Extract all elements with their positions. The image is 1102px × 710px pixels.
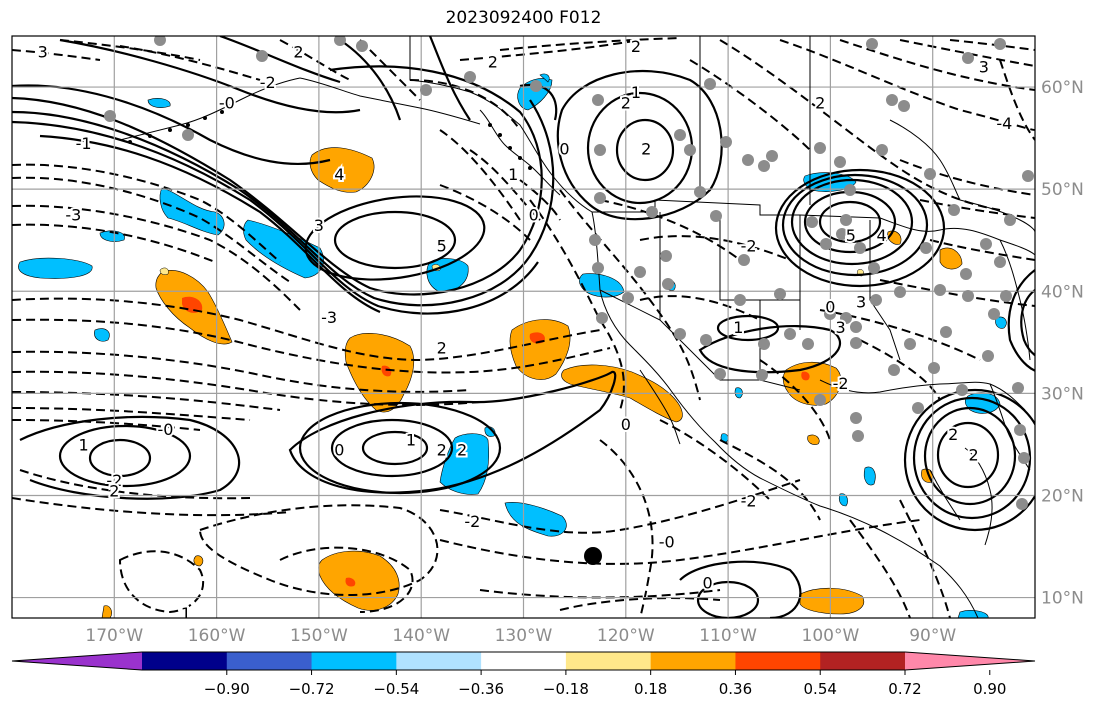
latitude-label: 20°N	[1041, 486, 1084, 506]
contour-label: -2	[833, 374, 849, 393]
colorbar-tick-label: 0.18	[634, 680, 667, 698]
colorbar-tick-label: 0.54	[804, 680, 837, 698]
contour-label: -0	[659, 532, 675, 551]
map-frame	[11, 35, 1036, 619]
contour-label: -2	[741, 492, 757, 511]
colorbar-tick-label: −0.36	[458, 680, 504, 698]
contour-label: -4	[996, 114, 1012, 133]
map-title: 2023092400 F012	[445, 8, 602, 28]
contour-label: 2	[948, 425, 958, 444]
contour-label: -2	[464, 512, 480, 531]
longitude-label: 130°W	[495, 626, 553, 646]
longitude-label: 100°W	[802, 626, 860, 646]
colorbar-segment	[311, 652, 397, 670]
aleutian-islands	[128, 110, 532, 170]
colorbar-segment	[650, 652, 736, 670]
latitude-label: 10°N	[1041, 589, 1084, 609]
longitude-label: 160°W	[188, 626, 246, 646]
contour-label: 1	[703, 614, 713, 633]
colorbar-segment	[481, 652, 567, 670]
contour-label: -2	[741, 236, 757, 255]
contour-label: 3	[979, 58, 989, 77]
contour-label: -2	[260, 73, 276, 92]
colorbar-segment	[396, 652, 482, 670]
contour-label: 2	[457, 441, 467, 460]
colorbar-tick-label: −0.54	[373, 680, 419, 698]
colorbar-tick-label: 0.90	[973, 680, 1006, 698]
contour-label: 0	[559, 139, 569, 158]
station-dots	[104, 36, 1034, 510]
colorbar-tick-label: 0.72	[888, 680, 921, 698]
contour-label: -3	[321, 308, 337, 327]
gridlines	[12, 36, 1035, 618]
colorbar-segment	[565, 652, 652, 670]
colorbar-tick-labels: −0.90 −0.72 −0.54 −0.36 −0.18 0.18 0.36 0.54 0.7…	[204, 670, 1006, 698]
contour-label: 2	[621, 93, 631, 112]
contour-label: 5	[437, 236, 447, 255]
contour-label: 0	[825, 298, 835, 317]
longitude-label: 170°W	[85, 626, 143, 646]
colorbar-tick-label: −0.72	[289, 680, 335, 698]
contour-label: 2	[969, 446, 979, 465]
contour-label: 3	[38, 42, 48, 61]
contour-label: 1	[181, 604, 191, 623]
contour-label: 2	[488, 53, 498, 72]
longitude-label: 120°W	[597, 626, 655, 646]
latitude-label: 40°N	[1041, 282, 1084, 302]
colorbar-extension-high	[905, 652, 1035, 670]
longitude-label: 140°W	[392, 626, 450, 646]
contour-label: 1	[631, 83, 641, 102]
contour-label: 2	[815, 93, 825, 112]
colorbar-segment	[226, 652, 313, 670]
longitude-label: 90°W	[909, 626, 956, 646]
highlighted-station-dot	[584, 547, 602, 565]
longitude-label: 150°W	[290, 626, 348, 646]
contour-label: 3	[836, 318, 846, 337]
contour-label: -0	[219, 93, 235, 112]
contour-label: 1	[79, 435, 89, 454]
colorbar-extension-low	[12, 652, 142, 670]
contour-label: 0	[621, 415, 631, 434]
contour-label: 1	[733, 318, 743, 337]
contour-label: 4	[876, 226, 886, 245]
contour-label: 2	[641, 139, 651, 158]
contour-label: 4	[334, 165, 344, 184]
longitude-label: 110°W	[699, 626, 757, 646]
contour-label: -1	[76, 134, 92, 153]
contour-label: 0	[703, 573, 713, 592]
red-shading-areas	[182, 296, 810, 587]
colorbar-outline	[11, 651, 1036, 671]
contour-label: 3	[314, 216, 324, 235]
contour-label: -0	[157, 420, 173, 439]
latitude-label: 30°N	[1041, 384, 1084, 404]
colorbar-tick-label: −0.18	[543, 680, 589, 698]
colorbar-tick-label: −0.90	[204, 680, 250, 698]
contour-label: 2	[437, 338, 447, 357]
colorbar	[11, 651, 1036, 671]
yellow-shading-areas	[159, 264, 864, 277]
contour-label: 5	[846, 226, 856, 245]
contour-label: -3	[65, 206, 81, 225]
latitude-label: 50°N	[1041, 180, 1084, 200]
contour-label: 2	[293, 42, 303, 61]
contour-label: 2	[109, 481, 119, 500]
contour-label: 2	[631, 37, 641, 56]
contour-label: -2	[106, 471, 122, 490]
colorbar-segment	[735, 652, 821, 670]
coastlines-and-borders	[119, 36, 1035, 618]
contour-label: 0	[334, 441, 344, 460]
contour-label: 1	[406, 430, 416, 449]
colorbar-segment	[142, 652, 228, 670]
contour-label: 0	[529, 206, 539, 225]
colorbar-tick-label: 0.36	[719, 680, 752, 698]
latitude-label: 60°N	[1041, 78, 1084, 98]
longitude-labels: 170°W 160°W 150°W 140°W 130°W 120°W 110°W 100°W…	[85, 626, 956, 646]
latitude-labels: 60°N 50°N 40°N 30°N 20°N 10°N	[1041, 78, 1084, 609]
contour-label: 3	[856, 292, 866, 311]
colorbar-segment	[820, 652, 906, 670]
contour-label: 1	[508, 165, 518, 184]
contour-label: 2	[437, 441, 447, 460]
